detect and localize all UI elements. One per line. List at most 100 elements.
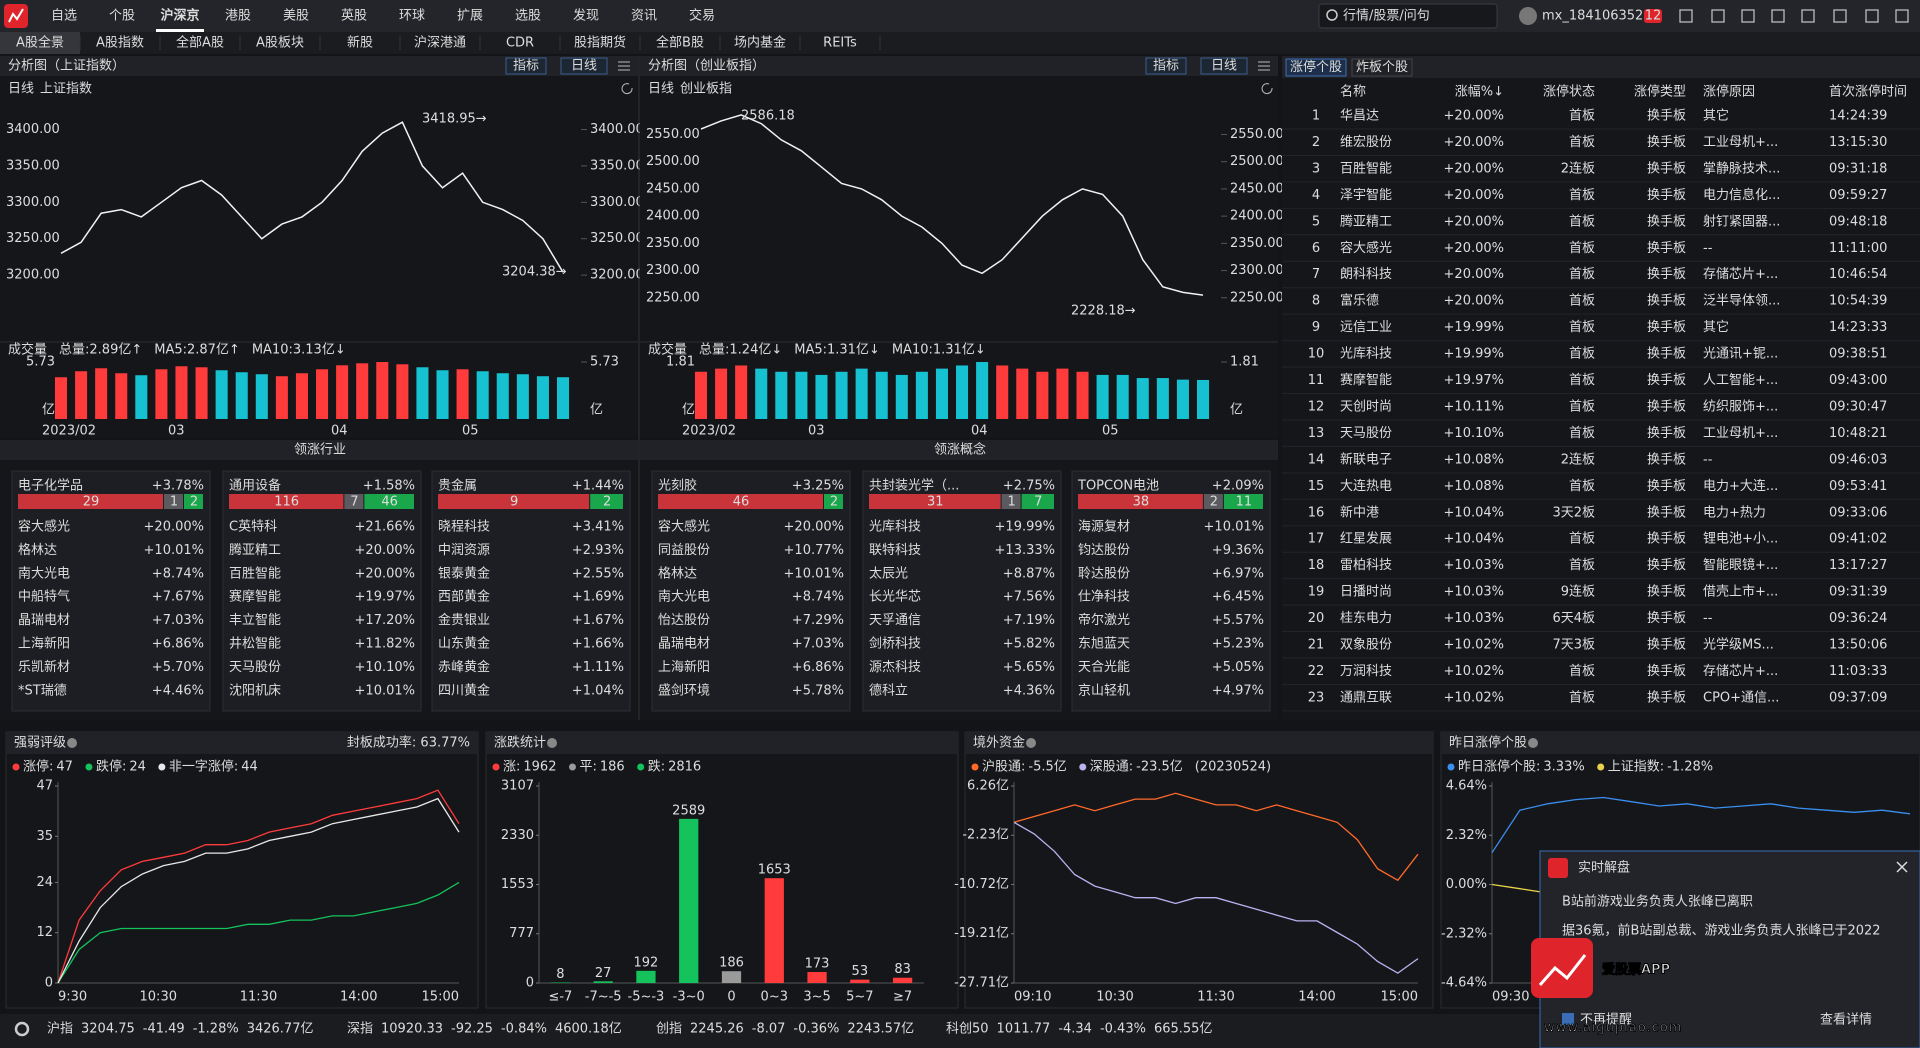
toolbar-icon[interactable] [1741, 9, 1755, 23]
nav-item[interactable]: 交易 [689, 8, 715, 24]
search-placeholder[interactable]: 行情/股票/问句 [1343, 9, 1430, 24]
tab[interactable]: 场内基金 [734, 35, 786, 51]
button-label[interactable]: 日线 [1211, 59, 1237, 74]
table-cell[interactable]: 朗科科技 [1340, 267, 1392, 282]
tab[interactable]: 全部A股 [176, 35, 224, 51]
table-cell[interactable]: 容大感光 [1340, 240, 1392, 256]
table-cell[interactable]: 远信工业 [1340, 320, 1392, 335]
sector-card[interactable] [862, 470, 1062, 712]
popup-close[interactable] [1896, 861, 1908, 873]
nav-item[interactable]: 美股 [283, 9, 309, 24]
table-cell[interactable]: 红星发展 [1340, 531, 1392, 547]
bar-value: 53 [852, 964, 869, 979]
table-cell[interactable]: 天马股份 [1340, 426, 1392, 441]
nav-item[interactable]: 沪深京 [160, 8, 199, 24]
refresh-icon[interactable] [1261, 83, 1273, 95]
nav-item[interactable]: 资讯 [631, 9, 657, 24]
table-cell[interactable]: 大连热电 [1340, 478, 1392, 494]
table-tab-label[interactable]: 炸板个股 [1356, 60, 1408, 75]
y-tick-label: 1553 [501, 877, 534, 892]
toolbar-icon[interactable] [1833, 9, 1847, 23]
toolbar-icon[interactable] [1801, 9, 1815, 23]
count-bar [869, 494, 1001, 509]
table-cell: 换手板 [1647, 585, 1686, 600]
nav-item[interactable]: 选股 [515, 9, 541, 24]
table-cell[interactable]: 华昌达 [1340, 109, 1379, 124]
table-cell: 23 [1308, 690, 1325, 705]
button[interactable] [560, 57, 608, 75]
volume-bar [396, 364, 409, 419]
sector-card[interactable] [11, 470, 211, 712]
checkbox-label[interactable]: 不再提醒 [1580, 1012, 1632, 1028]
table-cell[interactable]: 桂东电力 [1340, 611, 1392, 626]
table-tab[interactable] [1351, 58, 1413, 77]
volume-bar [135, 375, 148, 419]
stock-pct: +7.19% [1003, 613, 1055, 628]
button-label[interactable]: 指标 [1153, 59, 1179, 74]
toolbar-icon[interactable] [1895, 9, 1909, 23]
tab[interactable]: 新股 [347, 35, 373, 51]
stock-name: 天合光能 [1078, 660, 1130, 675]
tab[interactable]: A股板块 [256, 36, 304, 51]
tab[interactable]: 股指期货 [574, 35, 626, 51]
table-cell: 首板 [1569, 294, 1595, 309]
table-cell[interactable]: 新中港 [1340, 504, 1379, 520]
table-cell[interactable]: 雷柏科技 [1340, 558, 1392, 573]
table-cell[interactable]: 赛摩智能 [1340, 372, 1392, 388]
table-cell[interactable]: 天创时尚 [1340, 399, 1392, 414]
table-cell[interactable]: 泽宇智能 [1340, 188, 1392, 203]
y-tick-label: 0.00% [1446, 877, 1487, 892]
table-cell: 5 [1312, 214, 1320, 229]
nav-item[interactable]: 扩展 [457, 9, 483, 24]
table-cell[interactable]: 维宏股份 [1340, 135, 1392, 150]
tab[interactable]: A股指数 [96, 36, 144, 51]
search-box[interactable] [1318, 3, 1498, 29]
tab[interactable]: 沪深港通 [414, 35, 466, 51]
popup-headline[interactable]: B站前游戏业务负责人张峰已离职 [1562, 894, 1753, 910]
table-cell: 13 [1308, 426, 1325, 441]
settings-icon[interactable] [14, 1021, 30, 1037]
stock-pct: +7.67% [152, 590, 204, 605]
sector-card[interactable] [431, 470, 631, 712]
nav-item[interactable]: 发现 [573, 8, 599, 24]
checkbox[interactable] [1562, 1013, 1574, 1025]
button-label[interactable]: 指标 [513, 59, 539, 74]
stock-name: 聆达股份 [1078, 566, 1130, 581]
nav-item[interactable]: 自选 [51, 9, 77, 24]
volume-bar [175, 366, 188, 419]
toolbar-icon[interactable] [1865, 9, 1879, 23]
nav-item[interactable]: 环球 [399, 9, 425, 24]
nav-item[interactable]: 英股 [341, 9, 367, 24]
sector-card[interactable] [222, 470, 422, 712]
table-cell[interactable]: 腾亚精工 [1340, 213, 1392, 229]
refresh-icon[interactable] [621, 83, 633, 95]
table-cell[interactable]: 万润科技 [1340, 664, 1392, 679]
button-label[interactable]: 日线 [571, 59, 597, 74]
table-tab-label[interactable]: 涨停个股 [1290, 59, 1342, 75]
table-cell[interactable]: 富乐德 [1340, 293, 1379, 309]
toolbar-icon[interactable] [1679, 9, 1693, 23]
nav-item[interactable]: 个股 [109, 9, 135, 24]
button[interactable] [1200, 57, 1248, 75]
sector-card[interactable] [651, 470, 851, 712]
table-cell[interactable]: 百胜智能 [1340, 161, 1392, 176]
tab[interactable]: CDR [506, 36, 534, 51]
index-name: 科创50 [946, 1022, 989, 1037]
nav-item[interactable]: 港股 [225, 9, 251, 24]
popup-link[interactable]: 查看详情 [1820, 1012, 1872, 1028]
table-cell[interactable]: 日播时尚 [1340, 585, 1392, 600]
bar [721, 971, 742, 983]
table-cell[interactable]: 双象股份 [1340, 638, 1392, 653]
button[interactable] [1145, 57, 1187, 75]
tab[interactable]: 全部B股 [656, 35, 704, 51]
table-cell[interactable]: 光库科技 [1340, 346, 1392, 362]
tab[interactable]: REITs [823, 36, 857, 51]
sector-card[interactable] [1071, 470, 1271, 712]
toolbar-icon[interactable] [1711, 9, 1725, 23]
table-tab[interactable] [1285, 58, 1347, 77]
tab[interactable]: A股全景 [16, 35, 64, 51]
button[interactable] [505, 57, 547, 75]
toolbar-icon[interactable] [1771, 9, 1785, 23]
table-cell[interactable]: 通鼎互联 [1340, 690, 1392, 705]
table-cell[interactable]: 新联电子 [1340, 451, 1392, 467]
